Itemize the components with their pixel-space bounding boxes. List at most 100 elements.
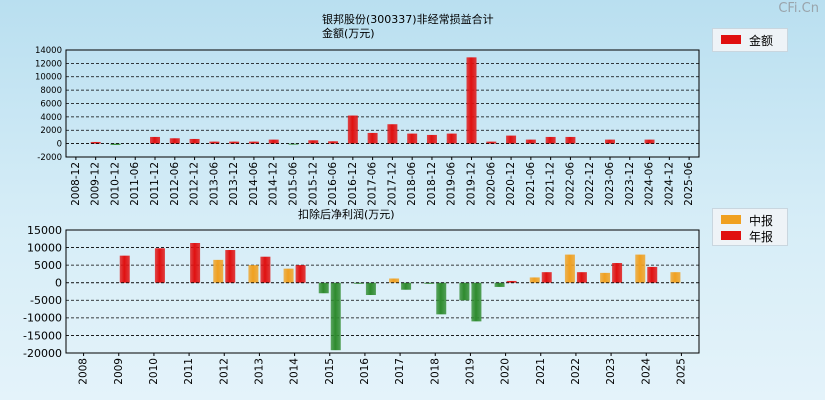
x-tick-label: 2015-12: [307, 162, 319, 205]
bar-金额-2012-06: [169, 138, 180, 144]
chart1-ylabel: 金额(万元): [322, 27, 375, 40]
x-tick-label: 2022-12: [584, 162, 596, 205]
bar-金额-2017-06: [367, 132, 378, 144]
x-tick-label: 2013-06: [208, 162, 220, 205]
y-tick-label: 4000: [40, 113, 62, 123]
bar-年报-2019: [471, 282, 482, 322]
bar-年报-2023: [612, 263, 623, 283]
bar-年报-2016: [365, 282, 376, 296]
x-tick-label: 2010-12: [109, 162, 121, 205]
bar-金额-2014-06: [248, 141, 259, 144]
bar-金额-2021-06: [525, 139, 536, 144]
chart1-legend: 金额: [712, 28, 788, 52]
bar-金额-2021-12: [545, 136, 556, 144]
x-tick-label: 2021-12: [545, 162, 557, 205]
x-tick-label: 2023: [605, 358, 617, 385]
bar-中报-2019: [459, 282, 470, 301]
x-tick-label: 2020: [500, 358, 512, 385]
x-tick-label: 2009: [113, 358, 125, 385]
bar-金额-2011-12: [150, 136, 161, 144]
y-tick-label: 0: [55, 277, 62, 290]
legend-item-amount: 金额: [713, 31, 787, 48]
x-tick-label: 2011: [183, 358, 195, 385]
legend-swatch-amount: [721, 35, 741, 44]
bar-金额-2023-06: [604, 139, 615, 144]
bar-金额-2013-12: [229, 141, 240, 144]
x-tick-label: 2021-06: [525, 162, 537, 205]
x-tick-label: 2019: [464, 358, 476, 385]
x-tick-label: 2015: [324, 358, 336, 385]
x-tick-label: 2016: [359, 358, 371, 385]
bar-中报-2021: [529, 277, 540, 283]
x-tick-label: 2009-12: [90, 162, 102, 205]
x-tick-label: 2025-06: [683, 162, 695, 205]
bar-金额-2024-06: [644, 139, 655, 144]
y-tick-label: -20000: [23, 347, 62, 360]
bar-中报-2022: [564, 254, 575, 283]
x-tick-label: 2011-12: [149, 162, 161, 205]
x-tick-label: 2015-06: [287, 162, 299, 205]
legend-label-amount: 金额: [749, 34, 774, 48]
bar-金额-2015-06: [288, 143, 299, 145]
x-tick-label: 2016-06: [327, 162, 339, 205]
x-tick-label: 2022: [570, 358, 582, 385]
y-tick-label: 0: [57, 140, 62, 150]
y-tick-label: -5000: [30, 294, 62, 307]
x-tick-label: 2019-06: [446, 162, 458, 205]
bar-金额-2015-12: [308, 140, 319, 144]
x-tick-label: 2024-06: [644, 162, 656, 205]
bar-年报-2015: [330, 282, 341, 351]
x-tick-label: 2012-12: [189, 162, 201, 205]
bar-年报-2018: [436, 282, 447, 315]
x-tick-label: 2013-12: [228, 162, 240, 205]
bar-金额-2020-12: [506, 135, 517, 144]
bar-中报-2012: [213, 259, 224, 283]
x-tick-label: 2016-12: [347, 162, 359, 205]
y-tick-label: 14000: [35, 46, 62, 56]
x-tick-label: 2017-12: [386, 162, 398, 205]
bar-金额-2009-12: [90, 141, 101, 144]
x-tick-label: 2017-06: [367, 162, 379, 205]
bar-中报-2018: [424, 282, 435, 284]
bar-中报-2013: [248, 265, 259, 283]
x-tick-label: 2022-06: [564, 162, 576, 205]
bar-金额-2020-06: [486, 141, 497, 144]
legend-item-annual: 年报: [713, 227, 787, 244]
watermark: CFi.Cn: [778, 1, 819, 16]
x-tick-label: 2014-12: [268, 162, 280, 205]
bar-中报-2023: [600, 272, 611, 283]
x-tick-label: 2020-06: [485, 162, 497, 205]
y-tick-label: 10000: [35, 73, 62, 83]
x-tick-label: 2011-06: [129, 162, 141, 205]
x-tick-label: 2018-12: [426, 162, 438, 205]
bar-金额-2016-06: [328, 141, 339, 144]
y-tick-label: -15000: [23, 329, 62, 342]
bar-中报-2017: [389, 278, 400, 283]
bar-中报-2025: [670, 272, 681, 283]
bar-年报-2020: [506, 280, 517, 283]
y-tick-label: 15000: [27, 224, 62, 237]
x-tick-label: 2014: [289, 358, 301, 385]
bar-年报-2014: [295, 265, 306, 283]
legend-label-midyear: 中报: [749, 214, 774, 228]
legend-label-annual: 年报: [749, 230, 774, 244]
x-tick-label: 2018-06: [406, 162, 418, 205]
bar-中报-2016: [353, 282, 364, 284]
x-tick-label: 2008-12: [70, 162, 82, 205]
x-tick-label: 2020-12: [505, 162, 517, 205]
bar-年报-2012: [225, 250, 236, 283]
bar-年报-2013: [260, 256, 271, 283]
y-tick-label: 5000: [34, 259, 62, 272]
bar-金额-2017-12: [387, 124, 398, 144]
x-tick-label: 2012-06: [169, 162, 181, 205]
x-tick-label: 2025: [675, 358, 687, 385]
y-tick-label: 12000: [35, 59, 62, 69]
legend-swatch-midyear: [721, 215, 741, 224]
bar-中报-2015: [318, 282, 329, 294]
x-tick-label: 2013: [253, 358, 265, 385]
bar-年报-2011: [190, 243, 201, 283]
bar-年报-2017: [401, 282, 412, 290]
y-tick-label: 10000: [27, 241, 62, 254]
y-tick-label: 8000: [40, 86, 62, 96]
